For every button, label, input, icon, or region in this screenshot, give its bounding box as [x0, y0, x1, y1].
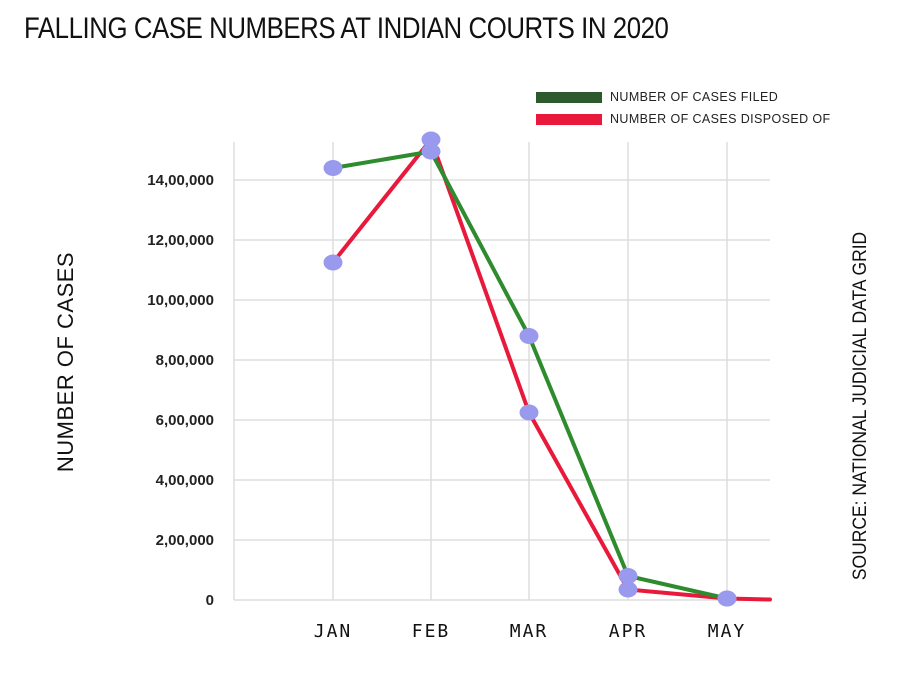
- data-point-disposed: [323, 254, 343, 271]
- legend-label-disposed: NUMBER OF CASES DISPOSED OF: [610, 112, 831, 126]
- y-tick-label: 2,00,000: [156, 532, 214, 549]
- y-tick-label: 8,00,000: [156, 352, 214, 369]
- x-tick-label: MAY: [708, 621, 747, 642]
- y-tick-label: 0: [206, 592, 214, 609]
- x-tick-label: MAR: [510, 621, 549, 642]
- series-line-disposed: [331, 137, 772, 602]
- y-tick-label: 10,00,000: [147, 292, 214, 309]
- x-tick-label: APR: [609, 621, 648, 642]
- y-tick-label: 12,00,000: [147, 232, 214, 249]
- legend-label-filed: NUMBER OF CASES FILED: [610, 90, 779, 104]
- data-point-disposed: [618, 581, 638, 598]
- y-tick-label: 6,00,000: [156, 412, 214, 429]
- legend-item-filed: NUMBER OF CASES FILED: [536, 86, 831, 108]
- y-tick-label: 4,00,000: [156, 472, 214, 489]
- data-point-filed: [717, 590, 737, 607]
- data-point-disposed: [421, 131, 441, 148]
- data-point-filed: [519, 328, 539, 344]
- data-point-disposed: [519, 404, 539, 421]
- y-tick-label: 14,00,000: [147, 172, 214, 189]
- data-point-filed: [421, 143, 441, 160]
- data-point-filed: [323, 160, 343, 176]
- series-line-filed: [331, 149, 729, 601]
- data-point-filed: [618, 568, 638, 584]
- legend: NUMBER OF CASES FILED NUMBER OF CASES DI…: [536, 86, 831, 130]
- chart-title: FALLING CASE NUMBERS AT INDIAN COURTS IN…: [24, 12, 669, 45]
- legend-swatch-filed: [536, 91, 602, 103]
- x-tick-label: FEB: [412, 621, 451, 642]
- legend-item-disposed: NUMBER OF CASES DISPOSED OF: [536, 108, 831, 130]
- x-tick-label: JAN: [314, 621, 353, 642]
- legend-swatch-disposed: [536, 113, 602, 125]
